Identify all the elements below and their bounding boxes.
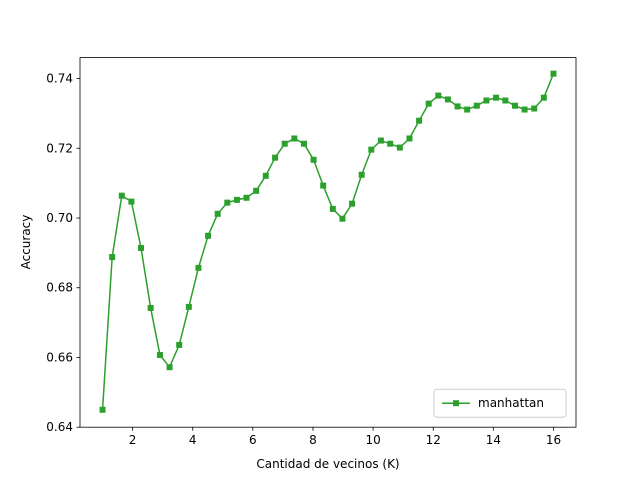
data-point <box>243 194 250 201</box>
data-point <box>454 103 461 110</box>
data-point <box>531 105 538 112</box>
x-tick-label: 12 <box>426 433 441 447</box>
data-point <box>205 232 212 239</box>
data-point <box>435 92 442 99</box>
x-axis-label: Cantidad de vecinos (K) <box>256 457 399 471</box>
data-point <box>358 171 365 178</box>
data-point <box>511 102 518 109</box>
data-point <box>493 94 500 101</box>
data-point <box>406 135 413 142</box>
y-tick-label: 0.72 <box>46 141 73 155</box>
y-tick-label: 0.66 <box>46 350 73 364</box>
x-tick-label: 14 <box>486 433 501 447</box>
data-point <box>320 182 327 189</box>
data-point <box>233 196 240 203</box>
legend-marker <box>453 400 459 407</box>
data-point <box>118 192 125 199</box>
data-point <box>291 135 298 142</box>
y-axis-label: Accuracy <box>19 215 33 270</box>
data-point <box>310 156 317 163</box>
data-point <box>377 137 384 144</box>
data-point <box>156 352 163 359</box>
data-point <box>425 100 432 107</box>
data-point <box>253 187 260 194</box>
legend-box <box>433 388 567 418</box>
data-point <box>464 106 471 113</box>
data-point <box>176 341 183 348</box>
data-point <box>483 97 490 104</box>
y-tick-label: 0.68 <box>46 281 73 295</box>
plot-frame <box>79 57 577 428</box>
data-point <box>272 154 279 161</box>
x-tick-label: 6 <box>249 433 257 447</box>
data-point <box>224 199 231 206</box>
data-point <box>540 94 547 101</box>
data-point <box>300 140 307 147</box>
data-point <box>396 144 403 151</box>
data-point <box>387 140 394 147</box>
x-tick-label: 8 <box>309 433 317 447</box>
x-tick-label: 4 <box>189 433 197 447</box>
data-point <box>262 172 269 179</box>
data-point <box>166 364 173 371</box>
data-point <box>329 205 336 212</box>
data-point <box>349 200 356 207</box>
legend-label: manhattan <box>478 396 544 410</box>
data-point <box>502 97 509 104</box>
y-tick-label: 0.74 <box>46 72 73 86</box>
data-point <box>550 70 557 77</box>
data-point <box>214 210 221 217</box>
data-point <box>109 254 116 261</box>
data-point <box>138 244 145 251</box>
data-point <box>339 215 346 222</box>
data-point <box>521 106 528 113</box>
x-tick-label: 16 <box>546 433 561 447</box>
y-tick-label: 0.70 <box>46 211 73 225</box>
data-point <box>128 198 135 205</box>
data-point <box>444 96 451 103</box>
data-point <box>281 140 288 147</box>
data-point <box>195 264 202 271</box>
data-point <box>416 117 423 124</box>
data-point <box>147 304 154 311</box>
data-point <box>473 102 480 109</box>
data-point <box>185 303 192 310</box>
data-point <box>99 406 106 413</box>
x-tick-label: 10 <box>365 433 380 447</box>
x-tick-label: 2 <box>129 433 137 447</box>
y-tick-label: 0.64 <box>46 420 73 434</box>
data-point <box>368 146 375 153</box>
